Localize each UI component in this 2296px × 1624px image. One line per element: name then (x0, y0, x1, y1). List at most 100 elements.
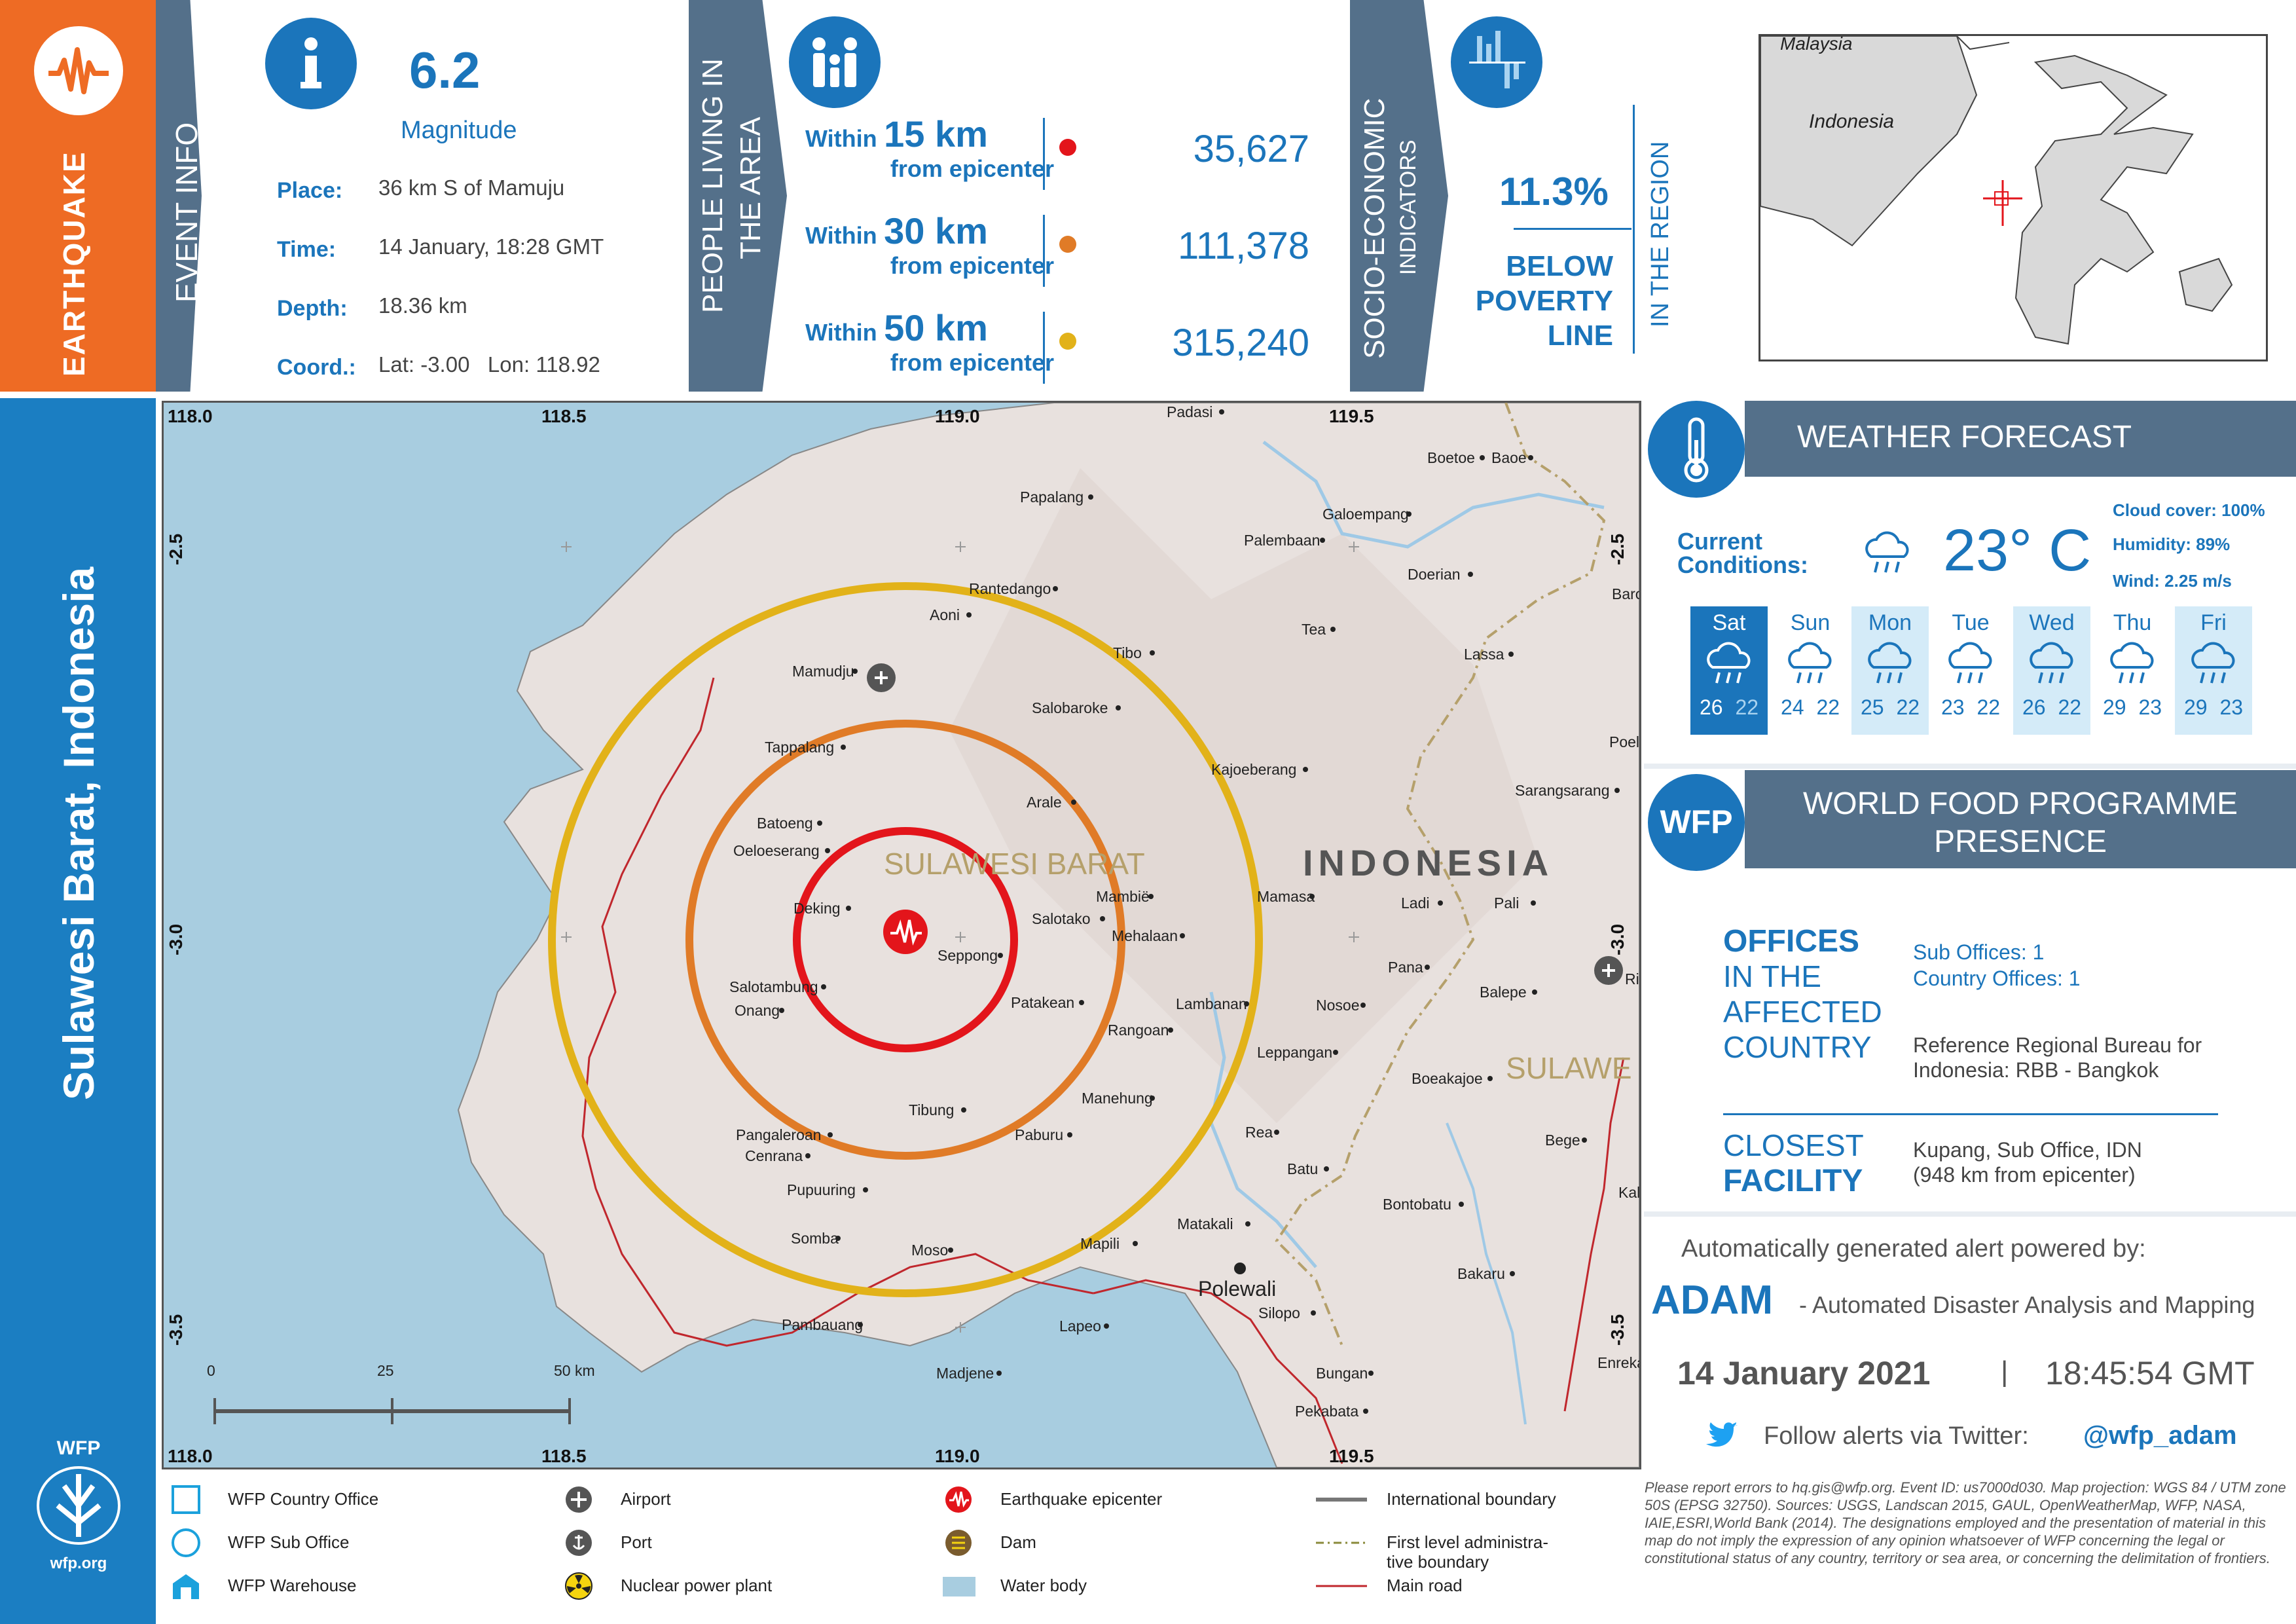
longitude-tick-label: 118.0 (168, 406, 213, 426)
town-label: Onang (735, 1002, 780, 1019)
forecast-day-name: Fri (2200, 610, 2227, 635)
town-label: Lassa (1464, 646, 1504, 663)
wfp-section-divider (1644, 764, 2296, 769)
population-from-label: from epicenter (890, 349, 1054, 376)
population-dot (1059, 333, 1076, 350)
forecast-day-name: Sun (1790, 610, 1831, 635)
town-label: Paburu (1015, 1126, 1063, 1143)
twitter-handle[interactable]: @wfp_adam (2083, 1421, 2237, 1450)
town-label: Kalo (1618, 1184, 1639, 1201)
epicenter-icon (883, 910, 928, 954)
earthquake-icon (34, 26, 123, 115)
regional-2: Indonesia: RBB - Bangkok (1913, 1058, 2159, 1082)
wfp-country-office-icon (172, 1485, 200, 1514)
wfp-title-2: PRESENCE (1933, 824, 2107, 859)
town-label: Pupuuring (787, 1181, 856, 1198)
town-dot (1071, 800, 1076, 805)
population-dot (1059, 139, 1076, 156)
magnitude-label: Magnitude (401, 117, 517, 144)
town-dot (835, 1236, 841, 1241)
rain-icon (1707, 642, 1751, 684)
town-label: Boeakajoe (1412, 1070, 1483, 1087)
population-count: 315,240 (1172, 322, 1309, 364)
ring-50km (548, 582, 1263, 1297)
town-dot (1406, 511, 1412, 517)
town-label: Tappalang (765, 739, 834, 756)
town-dot (961, 1107, 966, 1113)
town-label: Bakaru (1457, 1265, 1505, 1282)
town-label: Moso (911, 1242, 948, 1259)
population-dot (1059, 236, 1076, 253)
town-dot (996, 1371, 1002, 1376)
airport-icon-rimboeng (1594, 956, 1623, 985)
latitude-tick-label: -2.5 (166, 534, 186, 565)
town-label: Lapeo (1059, 1318, 1101, 1335)
town-dot (1468, 572, 1473, 577)
town-label: Pali (1494, 895, 1519, 912)
water-body-icon (943, 1577, 975, 1596)
town-label: Mamudju (792, 663, 854, 680)
wfp-logo-bottom: wfp.org (50, 1555, 107, 1572)
scale-label: 0 (207, 1362, 215, 1379)
wind: Wind: 2.25 m/s (2113, 571, 2232, 591)
population-divider (1043, 118, 1045, 190)
town-dot (828, 1132, 833, 1137)
longitude-tick-label: 119.0 (935, 1446, 980, 1466)
town-label: Salotambung (729, 978, 818, 995)
footer-section-divider (1644, 1211, 2296, 1217)
inset-label-indonesia: Indonesia (1809, 111, 1895, 132)
poverty-line-2: POVERTY (1475, 285, 1613, 317)
town-dot (1245, 1221, 1250, 1227)
poverty-line-1: BELOW (1506, 250, 1613, 282)
longitude-tick-label: 119.5 (1329, 1446, 1374, 1466)
town-label: Mambië (1096, 888, 1150, 905)
town-dot (1309, 894, 1315, 899)
town-label: Pangaleroan (736, 1126, 821, 1143)
town-label: Salotako (1032, 910, 1091, 927)
port-icon (566, 1530, 592, 1556)
scale-label: 25 (377, 1362, 394, 1379)
wfp-warehouse-icon (173, 1574, 199, 1599)
epicenter-icon (945, 1486, 972, 1513)
longitude-tick-label: 119.0 (935, 406, 980, 426)
main-road-3 (1563, 1057, 1625, 1412)
offices-3: AFFECTED (1723, 995, 1882, 1029)
town-label: Tea (1302, 621, 1326, 638)
hazard-type-label: EARTHQUAKE (57, 151, 91, 377)
town-label: Mapili (1080, 1235, 1120, 1252)
facility-1: Kupang, Sub Office, IDN (1913, 1138, 2142, 1162)
town-label: Arale (1027, 794, 1062, 811)
town-label: Poeloek (1609, 733, 1639, 750)
town-label: Oeloeserang (733, 842, 820, 859)
town-dot (1150, 1096, 1155, 1101)
town-dot (841, 745, 846, 750)
town-label: Cenrana (745, 1147, 803, 1164)
place-label: Place: (277, 178, 343, 203)
facility-2: (948 km from epicenter) (1913, 1163, 2136, 1187)
forecast-day: Fri 29 23 (2175, 606, 2252, 735)
twitter-icon[interactable] (1706, 1421, 1739, 1450)
town-label: Deking (793, 900, 841, 917)
town-label: Manehung (1082, 1090, 1153, 1107)
legend-label: WFP Warehouse (228, 1576, 357, 1595)
wfp-badge-text: WFP (1660, 803, 1733, 840)
current-label-1: Current (1677, 528, 1763, 555)
forecast-day-name: Tue (1952, 610, 1990, 635)
legend-label: First level administra- tive boundary (1387, 1532, 1549, 1572)
country-offices: Country Offices: 1 (1913, 967, 2081, 990)
people-icon (789, 16, 881, 108)
town-dot (852, 669, 858, 674)
rain-icon (2191, 642, 2235, 684)
population-row: Within 15 km from epicenter (805, 113, 1054, 183)
rain-icon (2030, 642, 2073, 684)
town-dot (863, 1187, 868, 1192)
region-note: IN THE REGION (1647, 141, 1674, 327)
forecast-high: 29 (2102, 695, 2126, 719)
sub-offices: Sub Offices: 1 (1913, 940, 2045, 964)
wfp-logo: WFP wfp.org (20, 1437, 137, 1588)
town-label: Patakean (1011, 994, 1074, 1011)
weather-title: WEATHER FORECAST (1797, 420, 2132, 454)
longitude-tick-label: 118.5 (541, 1446, 587, 1466)
population-from-label: from epicenter (890, 252, 1054, 279)
forecast-day: Sun 24 22 (1772, 606, 1849, 735)
